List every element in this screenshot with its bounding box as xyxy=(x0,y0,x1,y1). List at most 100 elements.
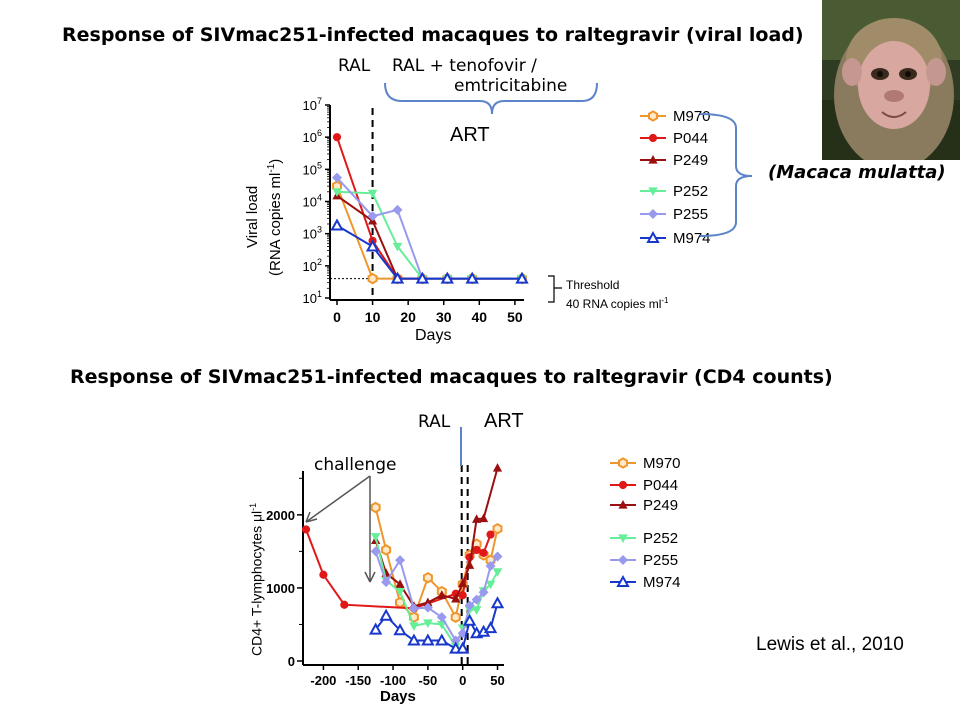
cd4-y-tick-label-2000: 2000 xyxy=(266,508,295,523)
emtricitabine-label: emtricitabine xyxy=(454,76,568,96)
viral-point-p252 xyxy=(332,188,342,197)
viral-y-tick-base: 10 xyxy=(303,195,317,210)
threshold-value-label: 40 RNA copies ml-1 xyxy=(566,296,669,311)
cd4-legend-marker-p252 xyxy=(618,534,628,543)
cd4-point-p252 xyxy=(395,587,405,597)
cd4-point-p252 xyxy=(370,533,381,542)
challenge-arrow-left xyxy=(305,475,371,523)
cd4-point-p249 xyxy=(458,578,468,588)
challenge-arrow-down-head xyxy=(364,571,376,583)
viral-y-tick-base: 10 xyxy=(303,259,317,274)
macaque-illustration xyxy=(822,0,960,160)
viral-point-m974 xyxy=(365,239,380,252)
cd4-point-p255 xyxy=(485,561,496,571)
cd4-x-tick-label-50: 50 xyxy=(490,673,504,688)
cd4-point-m974 xyxy=(455,641,470,654)
cd4-point-p255 xyxy=(471,594,482,605)
cd4-point-p255 xyxy=(492,551,503,562)
cd4-point-p252 xyxy=(492,568,503,577)
ral-tdf-label: RAL + tenofovir / xyxy=(392,56,537,76)
threshold-value-sup: -1 xyxy=(661,296,669,305)
cd4-legend-marker-p249 xyxy=(618,500,628,509)
cd4-legend-marker-m970 xyxy=(618,457,628,469)
viral-y-tick-base: 10 xyxy=(303,98,317,113)
viral-point-p252 xyxy=(367,189,378,199)
cd4-y-tick-label-1000: 1000 xyxy=(266,581,295,596)
viral-legend-label-m970: M970 xyxy=(673,108,711,125)
art-label-bottom: ART xyxy=(484,410,524,432)
viral-legend-marker-m974 xyxy=(646,230,660,243)
cd4-point-p255 xyxy=(478,587,489,598)
viral-point-p255 xyxy=(367,211,378,222)
cd4-point-p044 xyxy=(479,548,488,557)
cd4-legend-marker-p255 xyxy=(618,555,628,565)
viral-y-tick-label-7: 107 xyxy=(303,96,322,113)
cd4-point-m974 xyxy=(490,596,505,609)
cd4-point-p249 xyxy=(472,514,482,523)
art-brace-top xyxy=(384,82,598,115)
cd4-point-p249 xyxy=(395,579,405,588)
cd4-point-m974 xyxy=(379,608,393,621)
viral-y-tick-exp: 4 xyxy=(317,193,322,203)
viral-y-tick-label-4: 104 xyxy=(303,193,322,210)
cd4-x-tick-label-0: 0 xyxy=(459,673,466,688)
viral-y-tick-label-1: 101 xyxy=(303,289,322,306)
cd4-point-m974 xyxy=(421,633,435,646)
viral-y-tick-base: 10 xyxy=(303,227,317,242)
viral-legend-marker-p252 xyxy=(648,187,658,196)
threshold-bracket xyxy=(548,275,562,303)
cd4-x-tick-label--50: -50 xyxy=(418,673,437,688)
cd4-point-m970 xyxy=(492,522,503,535)
viral-x-tick-label-30: 30 xyxy=(436,309,452,325)
viral-point-p044 xyxy=(332,133,342,142)
cd4-point-p044 xyxy=(319,570,328,579)
cd4-point-m970 xyxy=(422,571,433,584)
cd4-y-tick-label-0: 0 xyxy=(288,654,295,669)
cd4-legend-label-p249: P249 xyxy=(643,497,678,514)
cd4-point-p252 xyxy=(471,606,482,615)
cd4-legend-marker-p044 xyxy=(618,480,628,490)
viral-x-tick-label-50: 50 xyxy=(507,309,523,325)
viral-y-tick-base: 10 xyxy=(303,162,317,177)
cd4-point-m970 xyxy=(381,544,392,556)
cd4-point-p255 xyxy=(395,555,406,566)
cd4-legend-label-p252: P252 xyxy=(643,530,678,547)
viral-legend-marker-m970 xyxy=(648,110,658,122)
viral-y-tick-exp: 3 xyxy=(317,225,322,235)
viral-y-tick-base: 10 xyxy=(303,291,317,306)
viral-point-p255 xyxy=(332,172,342,183)
viral-legend-marker-p249 xyxy=(648,155,658,164)
macaque-photo xyxy=(822,0,960,160)
cd4-point-p255 xyxy=(370,546,381,557)
art-label-top: ART xyxy=(450,124,490,146)
cd4-point-p255 xyxy=(464,600,475,611)
viral-y-tick-label-5: 105 xyxy=(303,160,322,177)
viral-x-tick-label-10: 10 xyxy=(365,309,381,325)
macaca-label: (Macaca mulatta) xyxy=(768,162,946,183)
cd4-legend-label-p255: P255 xyxy=(643,552,678,569)
viral-point-m974 xyxy=(440,271,454,284)
cd4-point-m970 xyxy=(450,611,461,623)
cd4-point-p255 xyxy=(450,635,461,646)
cd4-title: Response of SIVmac251-infected macaques … xyxy=(70,366,833,388)
cd4-point-m974 xyxy=(407,633,421,646)
viral-y-tick-base: 10 xyxy=(303,130,317,145)
viral-legend-label-p044: P044 xyxy=(673,130,708,147)
cd4-point-m970 xyxy=(370,501,381,514)
threshold-label: Threshold xyxy=(566,278,620,292)
viral-legend-label-p255: P255 xyxy=(673,206,708,223)
viral-point-m974 xyxy=(465,271,479,284)
cd4-point-p044 xyxy=(301,525,311,534)
cd4-point-p255 xyxy=(436,612,447,623)
viral-x-tick-label-0: 0 xyxy=(333,309,341,325)
viral-y-tick-exp: 5 xyxy=(317,160,322,170)
cd4-point-p255 xyxy=(422,602,433,613)
viral-y-tick-exp: 1 xyxy=(317,289,322,299)
cd4-point-p252 xyxy=(423,619,433,628)
viral-series-m974 xyxy=(336,224,522,280)
viral-point-m974 xyxy=(390,271,405,284)
cd4-point-p252 xyxy=(409,622,419,631)
citation: Lewis et al., 2010 xyxy=(756,634,904,655)
cd4-point-p255 xyxy=(408,603,419,614)
